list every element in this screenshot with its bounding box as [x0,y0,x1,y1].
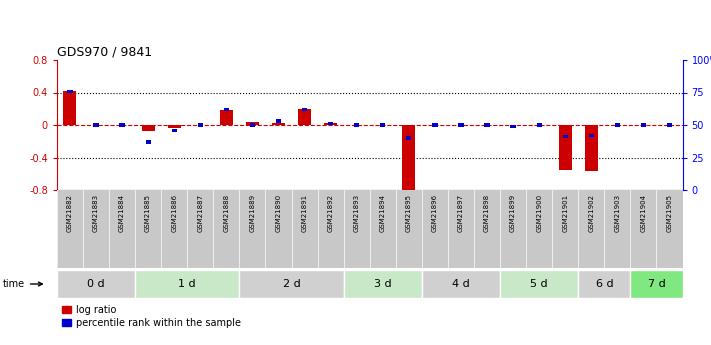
Bar [220,110,233,125]
Bar [432,124,437,127]
Text: 5 d: 5 d [530,279,548,289]
Bar [171,129,177,132]
Text: 0 d: 0 d [87,279,105,289]
Bar [559,125,572,170]
Text: 1 d: 1 d [178,279,196,289]
Bar [510,125,515,128]
Bar [459,124,464,127]
Bar [615,124,620,127]
Bar [63,91,77,125]
Bar [578,269,631,298]
Bar [68,90,73,93]
Text: GSM21902: GSM21902 [588,194,594,232]
Bar [402,125,415,191]
Text: GSM21883: GSM21883 [93,194,99,232]
Bar [343,269,422,298]
Bar [276,119,281,123]
Text: 6 d: 6 d [596,279,613,289]
Bar [584,125,598,170]
Text: GSM21898: GSM21898 [484,194,490,232]
Bar [240,269,343,298]
Bar [324,124,337,125]
Bar [562,135,568,138]
Text: GSM21887: GSM21887 [197,194,203,232]
Bar [667,124,672,127]
Text: 3 d: 3 d [374,279,392,289]
Text: GSM21890: GSM21890 [275,194,282,232]
Text: GSM21904: GSM21904 [641,194,646,232]
Text: GSM21882: GSM21882 [67,194,73,232]
Bar [135,269,240,298]
Bar [198,124,203,127]
Bar [406,136,412,140]
Text: GSM21900: GSM21900 [536,194,542,232]
Bar [302,108,307,111]
Bar [537,124,542,127]
Text: GSM21886: GSM21886 [171,194,177,232]
Bar [224,108,229,111]
Legend: log ratio, percentile rank within the sample: log ratio, percentile rank within the sa… [62,305,241,328]
Text: GSM21899: GSM21899 [510,194,516,232]
Text: GDS970 / 9841: GDS970 / 9841 [57,46,152,59]
Text: GSM21895: GSM21895 [406,194,412,232]
Text: GSM21893: GSM21893 [353,194,360,232]
Text: GSM21901: GSM21901 [562,194,568,232]
Text: GSM21888: GSM21888 [223,194,230,232]
Bar [641,124,646,127]
Text: GSM21889: GSM21889 [250,194,255,232]
Bar [631,269,683,298]
Text: GSM21892: GSM21892 [328,194,333,232]
Bar [354,124,359,127]
Text: GSM21891: GSM21891 [301,194,308,232]
Text: time: time [3,279,43,289]
Text: GSM21885: GSM21885 [145,194,151,232]
Text: GSM21896: GSM21896 [432,194,438,232]
Bar [328,122,333,125]
Bar [141,125,155,131]
Bar [422,269,500,298]
Text: 2 d: 2 d [283,279,300,289]
Bar [168,125,181,128]
Bar [246,122,259,125]
Bar [250,124,255,127]
Text: GSM21894: GSM21894 [380,194,386,232]
Bar [119,124,124,127]
Text: GSM21903: GSM21903 [614,194,621,232]
Bar [484,124,490,127]
Text: 4 d: 4 d [452,279,470,289]
Bar [93,124,99,127]
Bar [380,124,385,127]
Bar [146,140,151,144]
Bar [272,124,285,125]
Text: GSM21897: GSM21897 [458,194,464,232]
Text: GSM21884: GSM21884 [119,194,125,232]
Bar [589,134,594,137]
Bar [500,269,578,298]
Text: GSM21905: GSM21905 [666,194,673,232]
Bar [298,109,311,125]
Bar [57,269,135,298]
Text: 7 d: 7 d [648,279,665,289]
